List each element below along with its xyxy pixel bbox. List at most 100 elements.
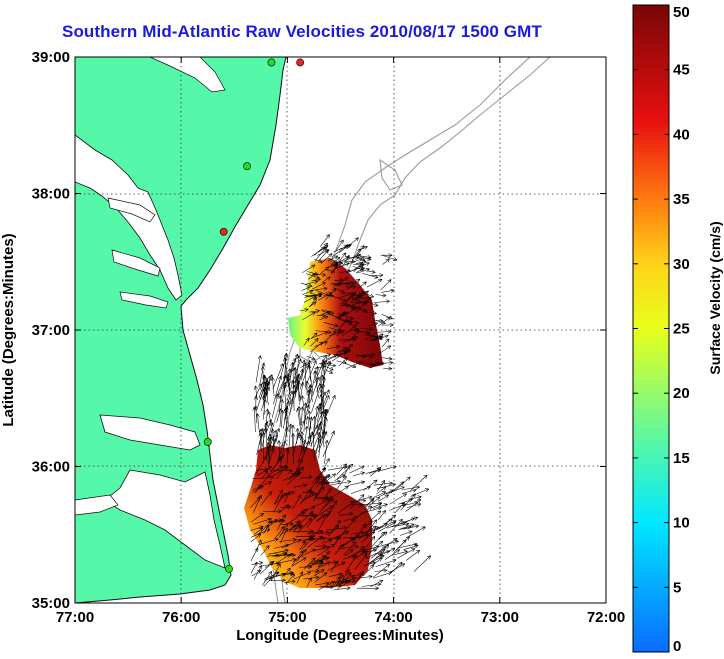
velocity-arrow [373, 318, 384, 323]
velocity-arrow [292, 494, 302, 510]
velocity-arrow [370, 553, 383, 563]
velocity-arrow [315, 474, 331, 479]
x-axis-ticks: 77:00 76:00 75:00 74:00 73:00 72:00 [56, 57, 625, 626]
velocity-arrow [361, 545, 380, 552]
velocity-arrow [315, 330, 332, 335]
velocity-arrow [322, 364, 334, 371]
velocity-arrow [378, 531, 388, 540]
colorbar-tick-label: 0 [673, 638, 681, 655]
radar-station-marker [296, 58, 305, 67]
velocity-arrow [361, 529, 376, 543]
velocity-arrow [314, 505, 334, 518]
y-tick-label: 35:00 [32, 595, 70, 612]
velocity-arrow [311, 282, 326, 290]
velocity-arrow [405, 499, 422, 512]
velocity-arrow [266, 441, 271, 465]
velocity-arrow [271, 466, 289, 477]
velocity-arrow [356, 574, 373, 579]
velocity-arrow [279, 524, 297, 536]
velocity-arrow [302, 491, 315, 502]
velocity-arrow [329, 327, 342, 333]
velocity-arrow [355, 290, 369, 301]
velocity-arrow [290, 470, 302, 475]
velocity-arrow [371, 502, 383, 509]
velocity-arrow [272, 363, 284, 390]
velocity-arrow [315, 581, 330, 586]
velocity-arrow [309, 309, 320, 314]
velocity-arrow [410, 488, 430, 497]
velocity-arrow [327, 500, 338, 517]
velocity-arrow [343, 292, 357, 303]
velocity-arrow [315, 480, 330, 485]
velocity-arrow [257, 466, 273, 476]
velocity-arrow [351, 298, 362, 304]
velocity-arrow [373, 571, 392, 579]
velocity-arrow [297, 406, 302, 426]
velocity-arrow [255, 539, 262, 553]
velocity-arrow [253, 385, 258, 401]
velocity-arrow [333, 243, 352, 252]
velocity-arrow [322, 276, 331, 283]
velocity-arrow [296, 571, 303, 584]
velocity-arrow [333, 282, 342, 287]
velocity-arrow [255, 355, 262, 383]
velocity-arrow [360, 506, 382, 514]
velocity-arrow [337, 580, 351, 590]
velocity-arrow [357, 586, 379, 591]
velocity-arrow [306, 535, 324, 549]
velocity-arrow [375, 558, 397, 568]
velocity-arrow [347, 319, 360, 325]
velocity-arrow [278, 395, 283, 416]
colorbar-tick-label: 25 [673, 321, 690, 338]
velocity-arrow [262, 398, 267, 420]
velocity-arrow [345, 343, 354, 351]
x-tick-label: 76:00 [162, 609, 200, 626]
velocity-arrow [323, 498, 335, 509]
velocity-arrow [250, 525, 264, 531]
velocity-arrow [343, 516, 358, 522]
velocity-arrow [313, 486, 325, 502]
velocity-arrow [323, 408, 329, 427]
velocity-arrow [378, 518, 393, 530]
velocity-arrow [283, 357, 289, 388]
velocity-arrow [340, 518, 355, 537]
velocity-arrow [252, 406, 257, 433]
velocity-arrow [360, 327, 373, 332]
velocity-arrow [406, 549, 421, 561]
velocity-arrow [276, 552, 288, 558]
velocity-arrow [299, 541, 306, 551]
velocity-arrow [264, 561, 275, 569]
velocity-arrow [274, 526, 285, 539]
velocity-arrow [394, 536, 410, 552]
velocity-arrow [375, 329, 392, 334]
velocity-arrow [386, 486, 405, 495]
velocity-arrow [299, 308, 309, 313]
velocity-arrow [344, 548, 354, 557]
velocity-arrow [376, 486, 387, 495]
velocity-arrow [266, 553, 279, 558]
velocity-arrow [378, 345, 392, 355]
velocity-arrow [399, 516, 419, 525]
velocity-arrow [354, 330, 371, 335]
velocity-arrow [347, 480, 366, 486]
velocity-arrow [283, 427, 289, 446]
velocity-arrow [358, 495, 373, 501]
velocity-arrow [255, 455, 267, 476]
y-tick-label: 36:00 [32, 459, 70, 476]
velocity-arrow [329, 480, 352, 486]
velocity-arrow [314, 572, 328, 583]
velocity-arrow [372, 503, 388, 509]
velocity-arrow [339, 311, 349, 317]
colorbar-ticks: 0 5 10 15 20 25 30 35 40 45 50 [633, 4, 690, 655]
velocity-arrow [252, 494, 262, 513]
velocity-arrow [391, 550, 408, 556]
velocity-arrow [347, 278, 361, 290]
velocity-arrow [325, 288, 337, 300]
colorbar-label: Surface Velocity (cm/s) [707, 221, 723, 374]
velocity-arrow [300, 406, 305, 426]
colorbar-tick-label: 5 [673, 579, 681, 596]
colorbar-tick-label: 15 [673, 450, 690, 467]
velocity-arrow [311, 331, 329, 339]
velocity-arrow [314, 341, 328, 347]
velocity-arrow [302, 311, 316, 321]
